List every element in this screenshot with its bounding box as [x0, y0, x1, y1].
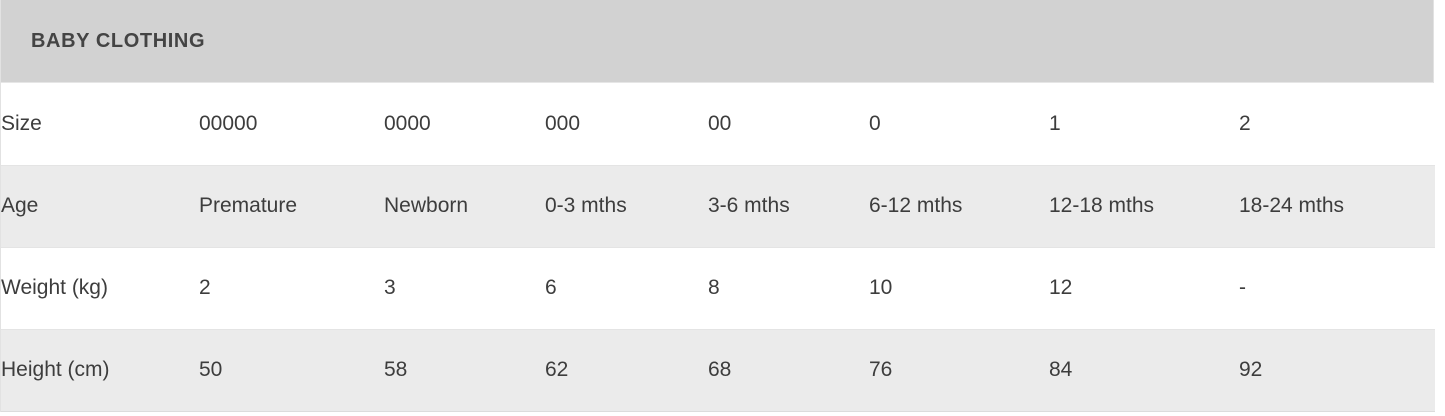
cell-age-3: 0-3 mths	[545, 165, 708, 248]
cell-weight-2: 3	[384, 247, 545, 330]
size-table: Size 00000 0000 000 00 0 1 2 Age Prematu…	[1, 83, 1435, 412]
cell-size-6: 1	[1049, 83, 1239, 166]
cell-size-5: 0	[869, 83, 1049, 166]
cell-size-3: 000	[545, 83, 708, 166]
cell-size-4: 00	[708, 83, 869, 166]
row-label-weight: Weight (kg)	[1, 247, 199, 330]
cell-size-7: 2	[1239, 83, 1435, 166]
row-label-height: Height (cm)	[1, 329, 199, 412]
cell-weight-4: 8	[708, 247, 869, 330]
table-row: Height (cm) 50 58 62 68 76 84 92	[1, 329, 1435, 412]
table-row: Weight (kg) 2 3 6 8 10 12 -	[1, 247, 1435, 330]
cell-height-1: 50	[199, 329, 384, 412]
table-row: Age Premature Newborn 0-3 mths 3-6 mths …	[1, 165, 1435, 248]
row-label-age: Age	[1, 165, 199, 248]
cell-age-6: 12-18 mths	[1049, 165, 1239, 248]
cell-age-2: Newborn	[384, 165, 545, 248]
cell-weight-5: 10	[869, 247, 1049, 330]
chart-header: BABY CLOTHING	[1, 0, 1433, 83]
cell-age-7: 18-24 mths	[1239, 165, 1435, 248]
row-label-size: Size	[1, 83, 199, 166]
cell-weight-3: 6	[545, 247, 708, 330]
cell-age-5: 6-12 mths	[869, 165, 1049, 248]
cell-height-7: 92	[1239, 329, 1435, 412]
cell-age-4: 3-6 mths	[708, 165, 869, 248]
cell-height-2: 58	[384, 329, 545, 412]
cell-weight-7: -	[1239, 247, 1435, 330]
cell-weight-1: 2	[199, 247, 384, 330]
cell-weight-6: 12	[1049, 247, 1239, 330]
cell-height-6: 84	[1049, 329, 1239, 412]
cell-age-1: Premature	[199, 165, 384, 248]
page-title: BABY CLOTHING	[31, 29, 206, 52]
table-row: Size 00000 0000 000 00 0 1 2	[1, 83, 1435, 166]
cell-height-5: 76	[869, 329, 1049, 412]
cell-height-3: 62	[545, 329, 708, 412]
cell-size-1: 00000	[199, 83, 384, 166]
cell-size-2: 0000	[384, 83, 545, 166]
cell-height-4: 68	[708, 329, 869, 412]
